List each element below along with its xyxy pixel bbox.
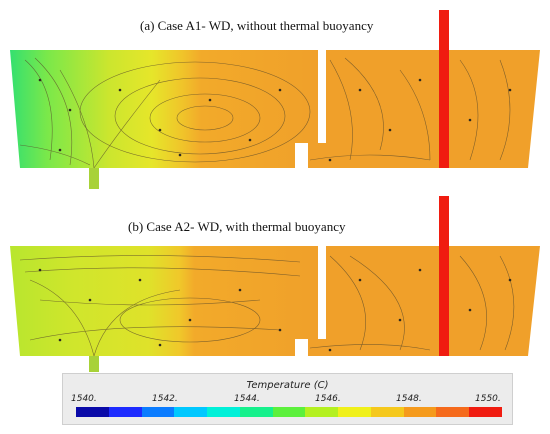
colorbar-segment-10 bbox=[403, 407, 437, 417]
colorbar-segment-8 bbox=[338, 407, 371, 417]
tundish-outline-b bbox=[10, 196, 540, 372]
colorbar-segment-7 bbox=[305, 407, 339, 417]
legend-tick-1540: 1540. bbox=[71, 394, 97, 404]
outlet-nozzle-a bbox=[439, 10, 449, 168]
legend-title: Temperature (C) bbox=[246, 380, 329, 391]
legend-tick-1548: 1548. bbox=[396, 394, 422, 404]
legend-tick-1546: 1546. bbox=[315, 394, 341, 404]
inlet-shroud-a bbox=[89, 168, 99, 189]
legend-colorbar bbox=[76, 407, 502, 417]
outlet-nozzle-b bbox=[439, 196, 449, 356]
panel-b-title: (b) Case A2- WD, with thermal buoyancy bbox=[128, 219, 346, 234]
tundish-field-case-a1 bbox=[10, 10, 540, 189]
inlet-shroud-b bbox=[89, 356, 99, 372]
temperature-legend: Temperature (C) 1540. 1542. 1544. 1546. … bbox=[62, 373, 513, 425]
colorbar-segment-3 bbox=[174, 407, 208, 417]
streamline-seeds-b bbox=[38, 268, 512, 352]
colorbar-segment-2 bbox=[141, 407, 175, 417]
colorbar-segment-9 bbox=[370, 407, 404, 417]
tundish-field-case-a2 bbox=[10, 196, 540, 372]
colorbar-segment-11 bbox=[436, 407, 470, 417]
colorbar-segment-6 bbox=[272, 407, 306, 417]
colorbar-segment-12 bbox=[469, 407, 502, 417]
legend-tick-1544: 1544. bbox=[234, 394, 260, 404]
panel-a-title: (a) Case A1- WD, without thermal buoyanc… bbox=[140, 18, 374, 33]
colorbar-segment-0 bbox=[76, 407, 109, 417]
legend-tick-1550: 1550. bbox=[475, 394, 501, 404]
streamline-seeds-a bbox=[38, 78, 512, 162]
colorbar-segment-4 bbox=[207, 407, 240, 417]
streamlines-a bbox=[19, 57, 511, 169]
colorbar-segment-1 bbox=[108, 407, 142, 417]
legend-tick-1542: 1542. bbox=[152, 394, 178, 404]
streamlines-b bbox=[19, 255, 515, 357]
colorbar-segment-5 bbox=[239, 407, 273, 417]
